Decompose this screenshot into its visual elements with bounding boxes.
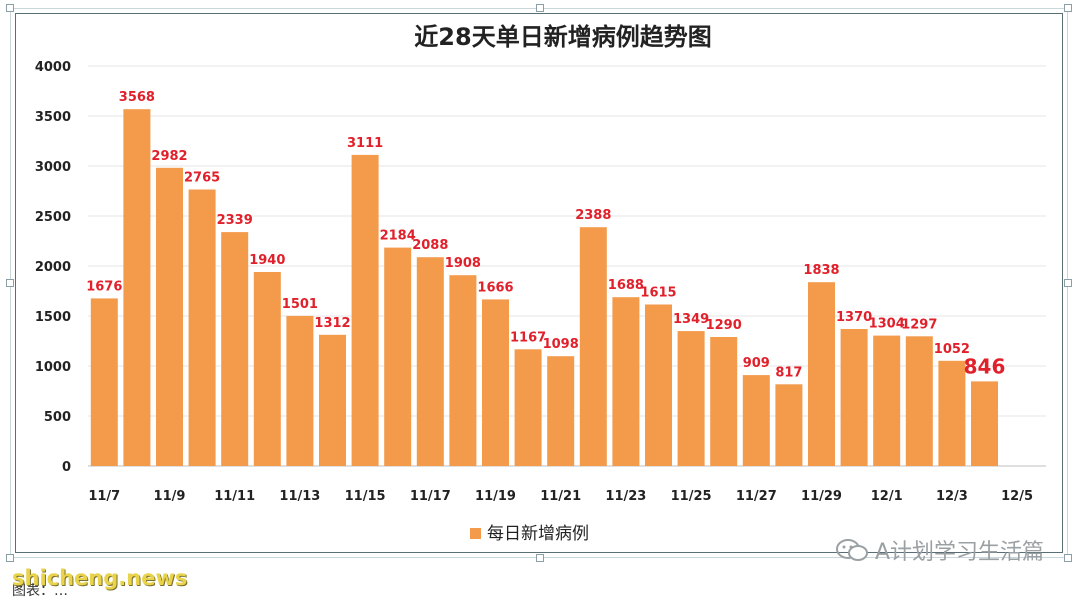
data-label: 1501 (282, 297, 318, 312)
x-tick-label: 12/1 (871, 489, 903, 504)
bar (514, 349, 542, 466)
data-label: 2765 (184, 171, 220, 186)
y-tick-label: 0 (62, 460, 71, 475)
y-tick-label: 2500 (35, 210, 71, 225)
bar (971, 381, 998, 466)
x-tick-label: 11/29 (801, 489, 842, 504)
data-label: 1676 (86, 279, 122, 294)
data-label: 1312 (314, 316, 350, 331)
bar (612, 297, 640, 466)
x-tick-label: 11/25 (671, 489, 712, 504)
y-tick-label: 2000 (35, 260, 71, 275)
bar (645, 304, 672, 466)
data-label: 1052 (934, 342, 970, 357)
x-tick-label: 11/27 (736, 489, 777, 504)
data-label: 1615 (640, 286, 676, 301)
x-tick-label: 11/11 (214, 489, 255, 504)
bar (482, 299, 509, 466)
resize-handle-top-right[interactable] (1064, 4, 1072, 12)
legend-label: 每日新增病例 (487, 524, 589, 544)
resize-handle-top-left[interactable] (6, 4, 14, 12)
bar (123, 109, 151, 466)
x-tick-label: 11/17 (410, 489, 451, 504)
data-label: 2982 (151, 149, 187, 164)
bar (253, 272, 281, 466)
data-label: 2088 (412, 238, 448, 253)
bar (808, 282, 835, 466)
resize-handle-left[interactable] (6, 279, 14, 287)
y-tick-label: 1500 (35, 310, 71, 325)
bar (90, 298, 118, 466)
site-label: shicheng.news (12, 566, 188, 590)
bar (547, 356, 575, 466)
data-label: 1908 (445, 256, 481, 271)
data-label: 3568 (119, 90, 155, 105)
x-tick-label: 11/19 (475, 489, 516, 504)
data-label: 909 (743, 356, 770, 371)
resize-handle-bottom[interactable] (536, 554, 544, 562)
bar (873, 335, 901, 466)
y-tick-label: 4000 (35, 60, 71, 75)
bar (286, 315, 314, 466)
bar (384, 247, 412, 466)
resize-handle-right[interactable] (1064, 279, 1072, 287)
y-tick-label: 1000 (35, 360, 71, 375)
resize-handle-top[interactable] (536, 4, 544, 12)
data-label: 3111 (347, 136, 383, 151)
x-tick-label: 11/15 (345, 489, 386, 504)
data-label: 1688 (608, 278, 644, 293)
x-tick-label: 11/13 (279, 489, 320, 504)
bar (351, 154, 379, 466)
chart-frame-border (15, 13, 1063, 553)
bar (319, 334, 346, 466)
data-label: 817 (775, 365, 802, 380)
watermark: A计划学习生活篇 (835, 534, 1044, 566)
bar (221, 232, 249, 466)
y-tick-label: 500 (44, 410, 71, 425)
source-label: 图表：… (12, 583, 68, 599)
bar (840, 329, 868, 466)
bar (938, 360, 966, 466)
bar (579, 227, 607, 466)
data-label: 1304 (869, 317, 905, 332)
data-label: 1370 (836, 310, 872, 325)
data-label: 1349 (673, 312, 709, 327)
data-label: 846 (964, 354, 1006, 378)
resize-handle-bottom-right[interactable] (1064, 554, 1072, 562)
bar (710, 337, 738, 466)
data-label: 2339 (217, 213, 253, 228)
bar (188, 189, 216, 466)
x-tick-label: 12/3 (936, 489, 968, 504)
chart-frame (6, 4, 1072, 562)
bar (905, 336, 933, 466)
bar (416, 257, 444, 466)
data-label: 1297 (901, 317, 937, 332)
x-tick-label: 11/9 (154, 489, 186, 504)
bar (449, 275, 477, 466)
data-label: 1167 (510, 330, 546, 345)
wechat-icon (835, 539, 868, 561)
data-label: 1098 (543, 337, 579, 352)
x-tick-label: 12/5 (1001, 489, 1033, 504)
bar (775, 384, 803, 466)
x-tick-label: 11/21 (540, 489, 581, 504)
x-tick-label: 11/7 (88, 489, 120, 504)
x-tick-label: 11/23 (605, 489, 646, 504)
data-label: 1838 (803, 263, 839, 278)
resize-handle-bottom-left[interactable] (6, 554, 14, 562)
data-label: 1290 (706, 318, 742, 333)
data-label: 1940 (249, 253, 285, 268)
chart-title: 近28天单日新增病例趋势图 (414, 23, 711, 51)
bar (156, 167, 183, 467)
bar (677, 331, 705, 466)
legend-swatch (470, 528, 481, 539)
data-label: 2184 (380, 229, 416, 244)
data-label: 1666 (477, 280, 513, 295)
y-tick-label: 3000 (35, 160, 71, 175)
bar (742, 375, 770, 466)
data-label: 2388 (575, 208, 611, 223)
watermark-text: A计划学习生活篇 (874, 540, 1044, 565)
y-tick-label: 3500 (35, 110, 71, 125)
